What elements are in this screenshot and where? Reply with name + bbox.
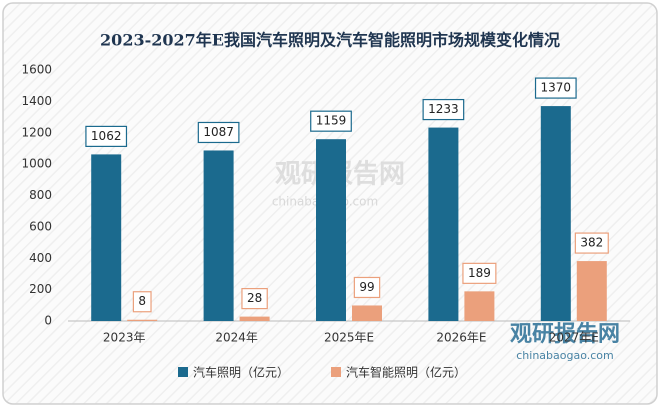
watermark: 观研报告网 — [510, 322, 620, 347]
data-label-box — [85, 125, 128, 147]
y-tick-label: 200 — [29, 282, 52, 296]
x-tick-label: 2023年 — [103, 331, 146, 345]
bar — [316, 139, 346, 321]
data-label-box — [422, 98, 465, 121]
data-label: 28 — [247, 291, 262, 305]
bar — [352, 305, 382, 321]
watermark-url: chinabaogao.com — [516, 349, 614, 362]
data-label: 1370 — [541, 81, 572, 95]
y-tick-label: 1600 — [21, 63, 52, 77]
legend-swatch — [178, 367, 188, 377]
data-label: 1062 — [91, 129, 122, 143]
x-tick-label: 2025年E — [324, 331, 374, 345]
data-label: 1233 — [428, 102, 459, 116]
legend-label: 汽车照明（亿元） — [193, 365, 289, 380]
y-tick-label: 400 — [29, 251, 52, 265]
y-tick-label: 1200 — [21, 125, 52, 139]
bar — [540, 106, 571, 321]
data-label: 8 — [138, 294, 146, 308]
data-label-box — [241, 288, 268, 310]
data-label-box — [132, 291, 152, 313]
y-tick-label: 800 — [29, 188, 52, 202]
data-label-box — [353, 276, 381, 299]
x-tick-label: 2026年E — [436, 331, 486, 345]
bar — [464, 291, 495, 321]
data-label-box — [310, 110, 352, 132]
data-label: 189 — [468, 266, 491, 280]
data-label: 99 — [359, 280, 374, 294]
chart-title: 2023-2027年E我国汽车照明及汽车智能照明市场规模变化情况 — [100, 31, 560, 50]
bar — [428, 127, 459, 322]
bar — [91, 154, 122, 321]
bar — [127, 319, 158, 321]
data-label-box — [462, 262, 497, 284]
data-label: 1087 — [203, 125, 234, 139]
bar — [239, 316, 270, 321]
legend-swatch — [331, 367, 341, 377]
x-tick-label: 2024年 — [215, 331, 258, 345]
y-tick-label: 1000 — [21, 157, 52, 171]
x-tick-label: 2027年E — [549, 331, 599, 345]
data-label-box — [574, 232, 609, 254]
legend-label: 汽车智能照明（亿元） — [346, 365, 466, 380]
data-label: 1159 — [316, 114, 347, 128]
y-tick-label: 1400 — [21, 94, 52, 108]
bar — [203, 150, 234, 321]
bar — [576, 261, 607, 321]
data-label: 382 — [580, 236, 603, 250]
data-label-box — [197, 121, 240, 144]
y-tick-label: 600 — [29, 219, 52, 233]
data-label-box — [534, 77, 577, 99]
y-tick-label: 0 — [44, 314, 52, 328]
